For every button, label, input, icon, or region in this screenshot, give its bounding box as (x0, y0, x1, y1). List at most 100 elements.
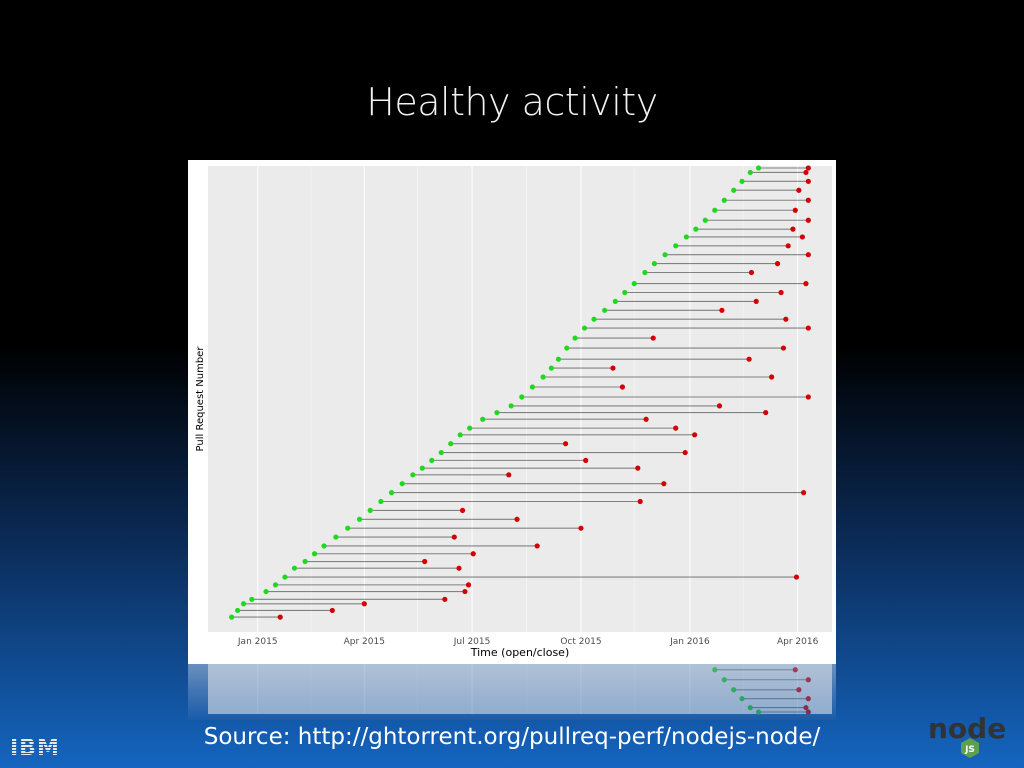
open-point (480, 416, 486, 422)
close-point (748, 269, 755, 276)
open-point (311, 551, 318, 557)
close-point (805, 394, 811, 400)
open-point (529, 384, 536, 390)
slide-title: Healthy activity (366, 80, 658, 124)
close-point (637, 498, 643, 505)
open-point (282, 574, 288, 580)
close-point (790, 226, 796, 232)
open-point (555, 356, 562, 362)
open-point (739, 178, 745, 184)
close-point (361, 601, 367, 607)
open-point (388, 490, 395, 496)
open-point (438, 449, 444, 456)
close-point (805, 709, 811, 715)
open-point (229, 614, 235, 620)
x-tick-label: Jan 2016 (669, 637, 710, 647)
close-point (451, 534, 457, 540)
close-point (796, 187, 802, 193)
open-point (429, 457, 435, 463)
close-point (753, 298, 759, 304)
close-points (277, 165, 811, 620)
close-point (796, 687, 802, 693)
open-point (457, 432, 463, 438)
open-point (662, 252, 668, 258)
nodejs-logo-badge: JS (964, 745, 975, 755)
close-point (465, 582, 472, 588)
close-point (583, 457, 589, 463)
grid-lines (257, 166, 799, 632)
open-point (548, 365, 554, 371)
close-point (792, 207, 798, 213)
open-point (333, 534, 339, 540)
open-point (747, 169, 753, 176)
open-points (229, 165, 762, 620)
open-point (712, 207, 718, 213)
close-point (456, 565, 462, 571)
pull-request-chart: Jan 2015 Apr 2015 Jul 2015 Oct 2015 Jan 2016… (188, 160, 836, 664)
open-point (581, 325, 588, 331)
close-point (763, 409, 769, 416)
close-point (643, 416, 649, 422)
close-point (803, 281, 809, 287)
close-point (778, 289, 784, 296)
open-point (631, 281, 637, 287)
close-point (774, 261, 781, 267)
close-points (792, 667, 811, 715)
open-point (712, 667, 718, 673)
close-point (805, 217, 811, 223)
nodejs-logo: node JS (928, 712, 1006, 758)
close-point (514, 516, 520, 522)
nodejs-logo-word: node (928, 712, 1006, 745)
close-point (803, 169, 809, 176)
close-point (635, 465, 641, 471)
close-point (682, 449, 688, 456)
close-point (277, 614, 283, 620)
open-point (591, 316, 597, 322)
close-point (805, 178, 811, 184)
open-point (519, 394, 525, 400)
open-point (739, 696, 745, 702)
open-point (602, 307, 608, 313)
open-point (651, 261, 657, 267)
open-point (564, 345, 570, 351)
y-axis-label: Pull Request Number (195, 346, 206, 452)
open-point (272, 582, 279, 588)
x-tick-labels: Jan 2015 Apr 2015 Jul 2015 Oct 2015 Jan 2016… (237, 637, 819, 647)
close-point (746, 356, 752, 362)
x-tick-label: Jan 2015 (237, 637, 278, 647)
close-point (805, 325, 811, 331)
open-point (508, 403, 514, 409)
close-point (803, 704, 809, 711)
close-point (805, 677, 811, 683)
close-point (799, 234, 805, 240)
open-point (249, 596, 255, 602)
open-points (712, 667, 762, 715)
close-point (780, 345, 787, 351)
open-point (467, 425, 473, 431)
close-point (534, 543, 540, 549)
close-point (470, 551, 476, 557)
open-point (572, 335, 578, 341)
close-point (422, 558, 428, 565)
close-point (719, 307, 725, 313)
close-point (661, 481, 667, 487)
open-point (755, 165, 762, 171)
close-point (673, 425, 679, 431)
open-point (356, 516, 363, 522)
close-point (792, 667, 798, 673)
close-point (805, 252, 811, 258)
open-point (494, 409, 500, 416)
x-axis-label: Time (open/close) (470, 646, 570, 659)
close-point (793, 574, 800, 580)
open-point (693, 226, 699, 232)
open-point (240, 601, 247, 607)
open-point (702, 217, 708, 223)
open-point (721, 197, 727, 203)
chart-panel (208, 166, 832, 632)
open-point (448, 441, 454, 447)
close-point (800, 490, 807, 496)
close-point (692, 432, 698, 438)
open-point (263, 588, 269, 595)
open-point (399, 481, 405, 487)
